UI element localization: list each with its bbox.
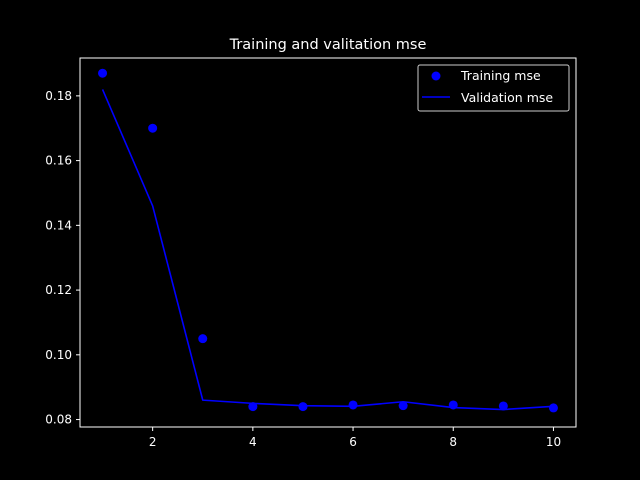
legend: Training mse Validation mse <box>417 64 570 112</box>
data-point-training-mse <box>248 402 258 412</box>
plot-area <box>98 68 558 413</box>
data-point-training-mse <box>198 334 208 344</box>
y-tick-label: 0.14 <box>45 218 72 232</box>
data-point-training-mse <box>548 403 558 413</box>
data-point-training-mse <box>98 68 108 78</box>
data-point-training-mse <box>498 401 508 411</box>
legend-marker-training <box>431 71 441 81</box>
data-point-training-mse <box>398 401 408 411</box>
legend-label-validation: Validation mse <box>461 90 553 105</box>
series-line-validation-mse <box>101 89 554 411</box>
axes-frame <box>79 57 577 428</box>
y-tick-label: 0.18 <box>45 89 72 103</box>
x-tick-label: 2 <box>149 435 157 449</box>
legend-box <box>417 64 570 112</box>
axis-ticks: 2 4 6 8 10 0.08 0.10 0.12 0.14 0.16 0.18 <box>45 89 561 449</box>
data-point-training-mse <box>348 400 358 410</box>
x-tick-label: 8 <box>449 435 457 449</box>
y-tick-label: 0.16 <box>45 154 72 168</box>
data-point-training-mse <box>148 123 158 133</box>
data-point-training-mse <box>298 402 308 412</box>
x-tick-label: 10 <box>546 435 561 449</box>
y-tick-label: 0.12 <box>45 283 72 297</box>
x-tick-label: 4 <box>249 435 257 449</box>
y-tick-label: 0.08 <box>45 413 72 427</box>
chart-title: Training and valitation mse <box>229 37 427 53</box>
x-tick-label: 6 <box>349 435 357 449</box>
y-tick-label: 0.10 <box>45 348 72 362</box>
legend-label-training: Training mse <box>460 68 541 83</box>
